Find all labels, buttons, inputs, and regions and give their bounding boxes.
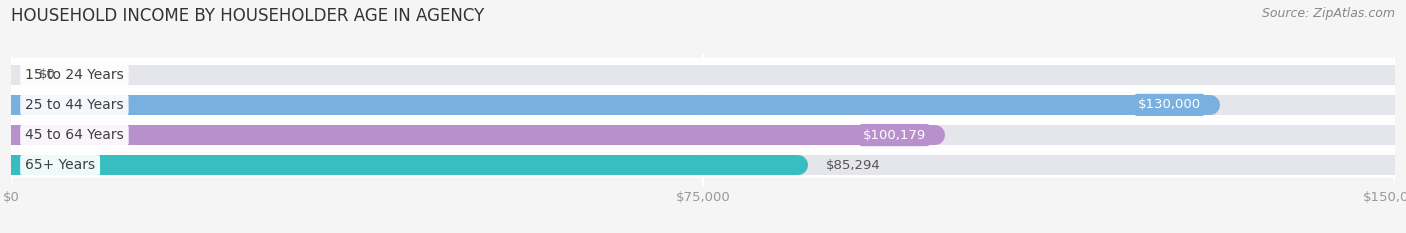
Text: HOUSEHOLD INCOME BY HOUSEHOLDER AGE IN AGENCY: HOUSEHOLD INCOME BY HOUSEHOLDER AGE IN A… [11,7,485,25]
Text: 65+ Years: 65+ Years [25,158,96,172]
Text: $130,000: $130,000 [1137,98,1201,111]
Text: $0: $0 [39,68,56,81]
Text: $85,294: $85,294 [825,159,880,172]
Text: $100,179: $100,179 [863,129,927,142]
Text: Source: ZipAtlas.com: Source: ZipAtlas.com [1261,7,1395,20]
Text: 45 to 64 Years: 45 to 64 Years [25,128,124,142]
Text: 25 to 44 Years: 25 to 44 Years [25,98,124,112]
Text: 15 to 24 Years: 15 to 24 Years [25,68,124,82]
